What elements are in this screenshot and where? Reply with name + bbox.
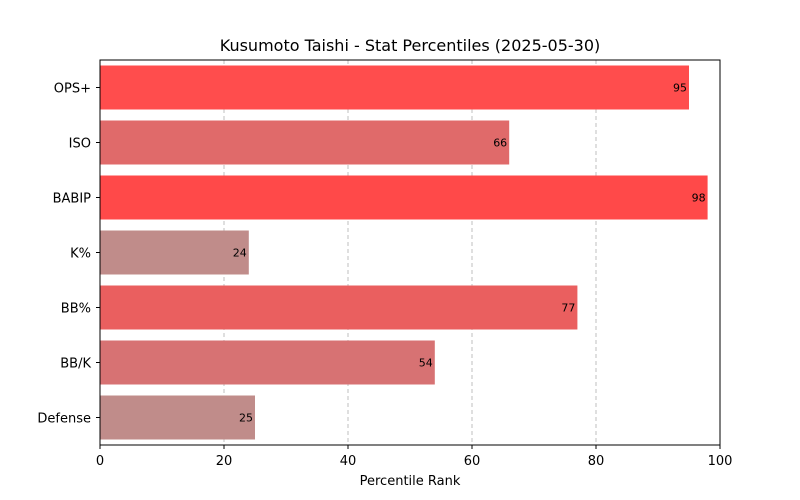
- grid-lines: [223, 60, 597, 445]
- data-label-iso: 66: [493, 137, 507, 150]
- y-tick-label-babip: BABIP: [53, 192, 92, 207]
- x-tick-label-0: 0: [96, 454, 104, 469]
- x-axis-label: Percentile Rank: [360, 474, 461, 489]
- data-label-bb-k: 54: [419, 357, 433, 370]
- y-axis: OPS+ ISO BABIP K% BB% BB/K Defense: [37, 82, 100, 427]
- x-tick-label-40: 40: [340, 454, 357, 469]
- bar-bb-k: [100, 340, 435, 385]
- y-tick-label-k: K%: [70, 247, 91, 262]
- y-tick-label-bb: BB%: [61, 302, 91, 317]
- bar-k: [100, 230, 249, 275]
- data-label-defense: 25: [239, 412, 253, 425]
- bar-bb: [100, 285, 578, 330]
- x-tick-label-60: 60: [464, 454, 481, 469]
- data-label-k: 24: [233, 247, 247, 260]
- x-tick-label-100: 100: [708, 454, 733, 469]
- data-label-ops: 95: [673, 82, 687, 95]
- x-axis: 0 20 40 60 80 100: [96, 445, 733, 469]
- bar-iso: [100, 120, 510, 165]
- bar-babip: [100, 175, 708, 220]
- bar-ops: [100, 65, 689, 110]
- y-tick-label-bb-k: BB/K: [60, 357, 91, 372]
- bar-defense: [100, 395, 255, 440]
- x-tick-label-80: 80: [588, 454, 605, 469]
- data-label-bb: 77: [561, 302, 575, 315]
- data-label-babip: 98: [692, 192, 706, 205]
- bars: 95 66 98 24 77 54 25: [100, 65, 708, 440]
- y-tick-label-defense: Defense: [37, 412, 91, 427]
- y-tick-label-iso: ISO: [69, 137, 91, 152]
- chart-title: Kusumoto Taishi - Stat Percentiles (2025…: [220, 36, 601, 55]
- x-tick-label-20: 20: [216, 454, 233, 469]
- y-tick-label-ops: OPS+: [54, 82, 91, 97]
